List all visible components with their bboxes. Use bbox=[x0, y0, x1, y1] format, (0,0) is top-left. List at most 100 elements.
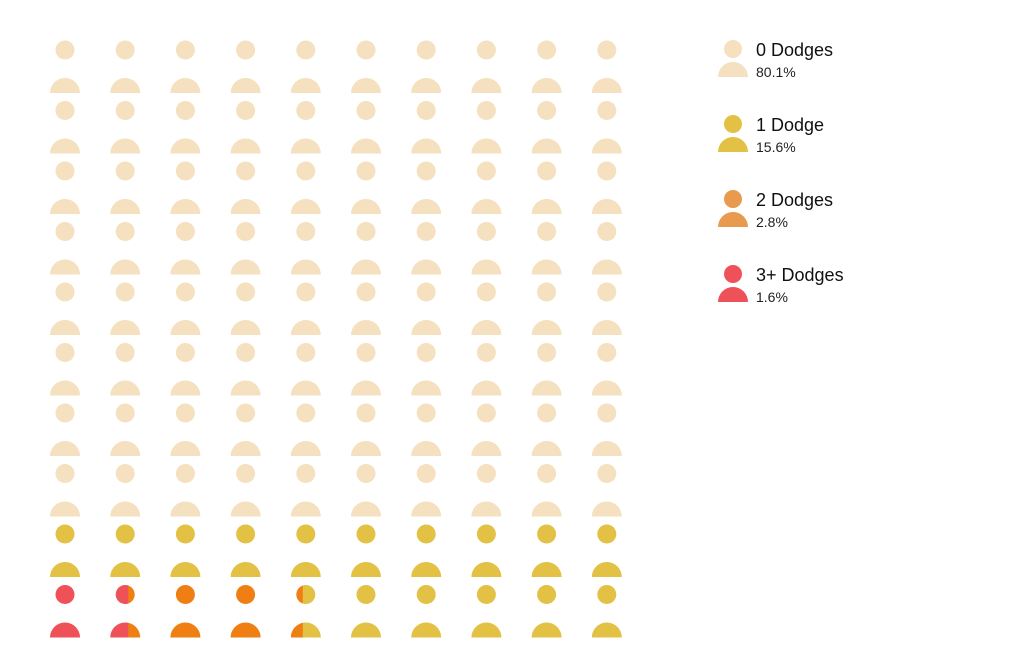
person-body bbox=[411, 622, 442, 638]
person-body bbox=[50, 199, 80, 214]
person-head bbox=[416, 101, 436, 120]
person-icon bbox=[351, 101, 381, 154]
person-icon bbox=[591, 101, 622, 154]
waffle-chart bbox=[50, 40, 622, 638]
person-head bbox=[55, 585, 75, 604]
person-icon bbox=[591, 40, 622, 93]
person-body bbox=[170, 259, 201, 275]
person-icon bbox=[351, 222, 381, 275]
person-icon bbox=[531, 343, 562, 396]
person-icon bbox=[170, 282, 201, 335]
person-icon bbox=[531, 161, 562, 214]
person-body bbox=[230, 562, 261, 577]
person-head bbox=[537, 343, 557, 362]
person-body bbox=[411, 320, 442, 335]
person-icon bbox=[110, 524, 141, 577]
person-body bbox=[50, 138, 80, 154]
person-icon bbox=[351, 282, 381, 335]
person-head bbox=[115, 222, 135, 241]
person-head bbox=[416, 343, 436, 362]
person-head bbox=[597, 222, 617, 241]
person-head bbox=[115, 40, 135, 60]
person-head bbox=[537, 40, 557, 60]
person-head bbox=[236, 403, 256, 423]
person-body bbox=[110, 78, 141, 93]
person-icon bbox=[471, 585, 502, 638]
person-icon bbox=[290, 403, 321, 456]
person-icon bbox=[591, 585, 622, 638]
person-body bbox=[110, 562, 141, 577]
person-head bbox=[476, 524, 496, 544]
legend-percent: 15.6% bbox=[756, 139, 796, 155]
person-body bbox=[531, 441, 562, 456]
person-head bbox=[597, 464, 617, 483]
person-body bbox=[591, 622, 622, 638]
person-body bbox=[531, 199, 562, 214]
person-head bbox=[296, 40, 316, 60]
person-body bbox=[591, 138, 622, 154]
person-head bbox=[175, 343, 195, 362]
person-icon bbox=[531, 222, 562, 275]
person-icon bbox=[531, 40, 562, 93]
person-icon bbox=[471, 464, 502, 517]
person-head bbox=[296, 464, 316, 483]
person-icon bbox=[591, 403, 622, 456]
person-body bbox=[471, 259, 502, 275]
person-head bbox=[416, 464, 436, 483]
person-body bbox=[591, 199, 622, 214]
person-head bbox=[128, 585, 135, 604]
legend-percent: 80.1% bbox=[756, 64, 796, 80]
person-body bbox=[351, 199, 381, 214]
person-head bbox=[55, 343, 75, 362]
person-head bbox=[416, 524, 436, 544]
person-head bbox=[356, 585, 376, 604]
person-head bbox=[236, 464, 256, 483]
person-body bbox=[230, 441, 261, 456]
person-head bbox=[356, 343, 376, 362]
person-icon bbox=[110, 585, 141, 638]
person-body bbox=[471, 441, 502, 456]
person-icon bbox=[591, 524, 622, 577]
person-icon bbox=[230, 282, 261, 335]
person-body bbox=[351, 562, 381, 577]
person-body bbox=[290, 138, 321, 154]
person-body bbox=[50, 320, 80, 335]
person-head bbox=[296, 282, 316, 302]
person-body bbox=[230, 199, 261, 214]
person-body bbox=[50, 501, 80, 517]
person-head bbox=[476, 101, 496, 120]
person-head bbox=[55, 464, 75, 483]
person-body bbox=[290, 320, 321, 335]
person-head bbox=[416, 40, 436, 60]
person-body bbox=[411, 259, 442, 275]
person-head bbox=[175, 585, 195, 604]
person-icon bbox=[471, 403, 502, 456]
person-body bbox=[471, 380, 502, 396]
person-body bbox=[170, 441, 201, 456]
person-icon bbox=[411, 101, 442, 154]
person-body bbox=[351, 441, 381, 456]
person-icon bbox=[50, 524, 80, 577]
person-body bbox=[230, 501, 261, 517]
person-body bbox=[290, 380, 321, 396]
person-icon bbox=[110, 343, 141, 396]
person-icon bbox=[718, 265, 748, 302]
person-body bbox=[290, 562, 321, 577]
person-icon bbox=[411, 222, 442, 275]
person-head bbox=[537, 403, 557, 423]
person-body bbox=[351, 501, 381, 517]
person-head bbox=[236, 282, 256, 302]
person-icon bbox=[230, 222, 261, 275]
person-head bbox=[175, 40, 195, 60]
person-head bbox=[55, 282, 75, 302]
person-head bbox=[55, 403, 75, 423]
person-body bbox=[170, 380, 201, 396]
person-head bbox=[356, 40, 376, 60]
person-icon bbox=[471, 40, 502, 93]
person-head bbox=[55, 222, 75, 241]
person-body bbox=[591, 380, 622, 396]
person-body bbox=[170, 501, 201, 517]
person-body bbox=[351, 78, 381, 93]
person-icon bbox=[531, 524, 562, 577]
person-icon bbox=[110, 40, 141, 93]
